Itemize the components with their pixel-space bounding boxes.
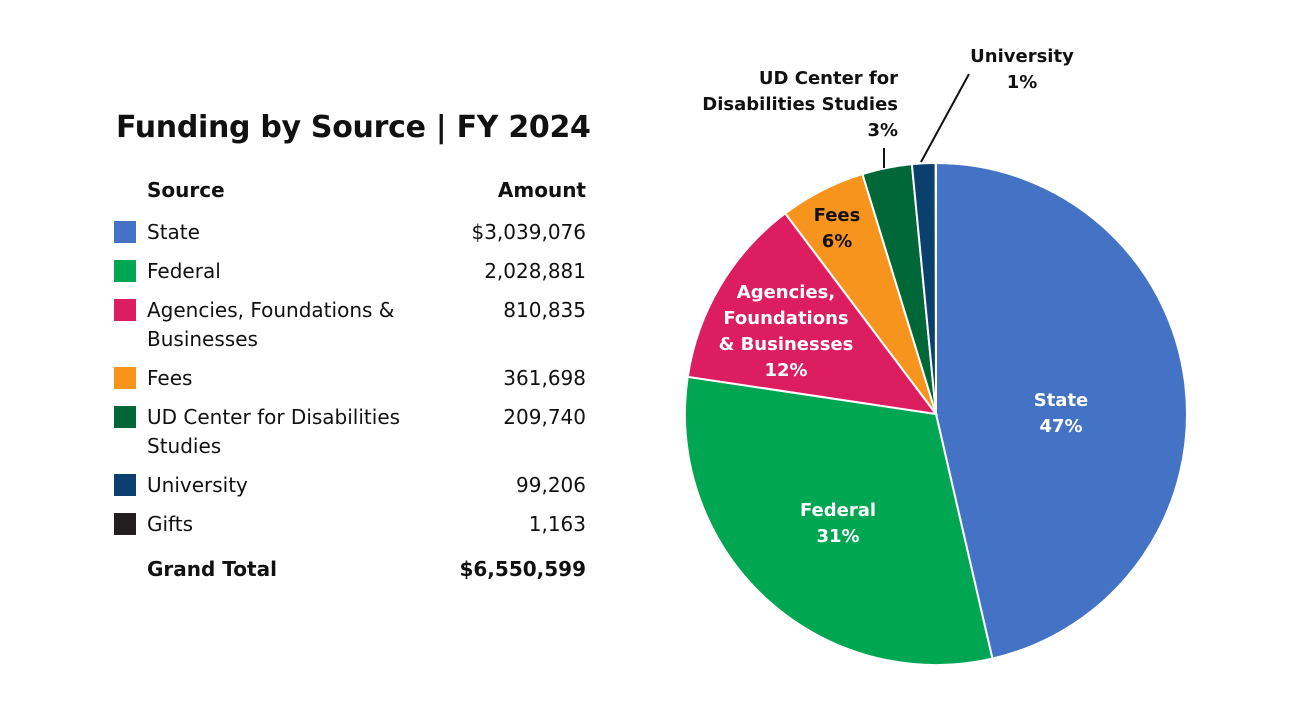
- swatch-fees: [114, 367, 136, 389]
- legend-row-federal: Federal 2,028,881: [114, 257, 586, 286]
- legend-row-ud-center: UD Center for Disabilities Studies 209,7…: [114, 403, 586, 461]
- grand-total-label: Grand Total: [147, 557, 277, 581]
- pie-slice-state: [935, 161, 1188, 660]
- pie-leader-university: [920, 73, 970, 163]
- legend-amount: $3,039,076: [471, 220, 586, 244]
- pie-label-fees: Fees 6%: [814, 205, 861, 252]
- pie-slice-agencies-foundations-businesses: [686, 211, 939, 416]
- legend-label: UD Center for Disabilities Studies: [147, 405, 401, 458]
- chart-title: Funding by Source | FY 2024: [116, 110, 591, 145]
- swatch-gifts: [114, 513, 136, 535]
- legend-amount: 209,740: [503, 405, 586, 429]
- header-amount: Amount: [497, 178, 586, 202]
- pie-label-federal: Federal 31%: [800, 500, 876, 547]
- legend-label: Federal: [147, 259, 221, 283]
- legend-amount: 810,835: [503, 298, 586, 322]
- legend-amount: 99,206: [516, 473, 586, 497]
- legend-table: Source Amount State $3,039,076 Federal 2…: [114, 178, 586, 581]
- legend-row-agencies: Agencies, Foundations & Businesses 810,8…: [114, 296, 586, 354]
- pie-label-university: University 1%: [970, 46, 1074, 93]
- legend-row-state: State $3,039,076: [114, 218, 586, 247]
- swatch-university: [114, 474, 136, 496]
- legend-label: Agencies, Foundations & Businesses: [147, 298, 395, 351]
- legend-label: University: [147, 473, 248, 497]
- legend-header: Source Amount: [114, 178, 586, 208]
- legend-label: State: [147, 220, 200, 244]
- legend-row-fees: Fees 361,698: [114, 364, 586, 393]
- legend-row-gifts: Gifts 1,163: [114, 510, 586, 539]
- swatch-agencies: [114, 299, 136, 321]
- legend-row-university: University 99,206: [114, 471, 586, 500]
- legend-label: Fees: [147, 366, 193, 390]
- pie-label-ud-center: UD Center for Disabilities Studies 3%: [702, 68, 898, 141]
- swatch-state: [114, 221, 136, 243]
- grand-total-row: Grand Total $6,550,599: [114, 557, 586, 581]
- legend-amount: 2,028,881: [484, 259, 586, 283]
- grand-total-amount: $6,550,599: [459, 557, 586, 581]
- pie-slice-federal: [684, 375, 994, 666]
- legend-amount: 1,163: [528, 512, 586, 536]
- legend-amount: 361,698: [503, 366, 586, 390]
- swatch-ud-center: [114, 406, 136, 428]
- swatch-federal: [114, 260, 136, 282]
- header-source: Source: [147, 178, 225, 202]
- pie-label-agencies: Agencies, Foundations & Businesses 12%: [719, 282, 854, 381]
- pie-label-state: State 47%: [1034, 390, 1089, 437]
- legend-label: Gifts: [147, 512, 194, 536]
